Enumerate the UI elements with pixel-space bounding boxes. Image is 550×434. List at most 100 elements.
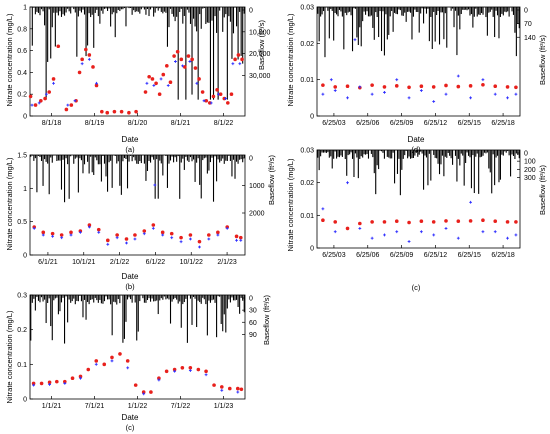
y2-tick-label: 90 xyxy=(249,332,257,339)
observed-point xyxy=(31,381,36,386)
x-tick-label: 6/25/18 xyxy=(491,252,514,259)
simulated-point xyxy=(115,236,119,240)
observed-point xyxy=(215,88,219,92)
simulated-point xyxy=(152,84,156,87)
observed-series xyxy=(32,223,243,244)
chart-d: 0 0.01 0.02 0.03 0 70 140 6/25/03 6/25/06 6/25/09… xyxy=(300,5,535,128)
baseflow-series xyxy=(317,150,520,196)
y-tick-label: 0 xyxy=(23,397,27,404)
observed-point xyxy=(456,219,461,224)
simulated-point xyxy=(79,376,82,380)
observed-point xyxy=(188,233,193,237)
observed-point xyxy=(39,98,43,103)
simulated-point xyxy=(224,97,227,100)
observed-point xyxy=(150,77,155,81)
y2-tick-label: 20,000 xyxy=(249,51,271,58)
x-tick-label: 8/1/19 xyxy=(85,120,105,127)
y2-tick-label: 300 xyxy=(524,175,536,182)
observed-point xyxy=(190,57,194,62)
observed-point xyxy=(180,366,185,370)
observed-point xyxy=(63,379,67,384)
observed-point xyxy=(419,84,424,89)
panel-c: Nitrate concentration (mg/L) Baseflow (f… xyxy=(5,294,271,432)
y2-tick-label: 0 xyxy=(249,296,253,303)
y2-tick-label: 2000 xyxy=(249,211,265,218)
simulated-point xyxy=(44,92,48,96)
simulated-point xyxy=(493,92,497,96)
observed-point xyxy=(229,92,234,96)
simulated-point xyxy=(493,230,497,234)
simulated-point xyxy=(216,233,220,237)
observed-point xyxy=(43,96,47,101)
y-tick-label: 0.02 xyxy=(300,41,314,48)
observed-point xyxy=(168,80,173,85)
y-tick-label: 0.03 xyxy=(300,148,314,155)
simulated-point xyxy=(94,362,98,366)
panel-d-xlabel: Date xyxy=(408,135,425,144)
y-tick-label: 0.5 xyxy=(17,219,27,226)
observed-point xyxy=(86,367,91,372)
simulated-point xyxy=(321,92,325,96)
x-tick-label: 6/25/06 xyxy=(356,252,379,259)
chart-b: 0 0.5 1 1.5 0 1000 2000 6/1/21 10/1/21 2/1/22 6/1/… xyxy=(17,153,264,267)
simulated-point xyxy=(395,230,399,234)
observed-point xyxy=(204,98,209,103)
y-tick-label: 1 xyxy=(23,186,27,193)
simulated-point xyxy=(52,81,55,85)
observed-point xyxy=(134,109,138,114)
observed-point xyxy=(481,218,485,223)
panel-c-xlabel: Date xyxy=(122,413,139,422)
x-tick-label: 1/1/22 xyxy=(128,403,148,410)
x-tick-label: 1/1/21 xyxy=(42,403,62,410)
simulated-point xyxy=(506,236,509,240)
simulated-point xyxy=(30,103,34,107)
x-tick-label: 6/25/09 xyxy=(390,120,413,127)
simulated-point xyxy=(236,390,240,394)
simulated-point xyxy=(161,233,165,237)
observed-point xyxy=(514,220,518,224)
observed-point xyxy=(493,84,498,89)
observed-point xyxy=(94,83,99,88)
y2-tick-label: 30 xyxy=(249,308,257,315)
observed-point xyxy=(94,359,99,363)
observed-point xyxy=(157,92,162,96)
x-tick-label: 7/1/21 xyxy=(85,403,105,410)
x-tick-label: 6/25/12 xyxy=(424,252,447,259)
x-tick-label: 6/1/21 xyxy=(38,259,58,266)
observed-point xyxy=(394,219,399,224)
observed-point xyxy=(87,223,92,227)
x-tick-label: 8/1/18 xyxy=(42,120,62,127)
simulated-point xyxy=(37,101,41,105)
observed-point xyxy=(197,239,202,244)
simulated-point xyxy=(407,240,411,243)
observed-point xyxy=(41,230,46,235)
simulated-point xyxy=(395,78,399,82)
observed-point xyxy=(91,65,95,69)
chart-a: 0 0.2 0.4 0.6 0.8 1 0 10,000 20,000 30,000 8/1/18 8… xyxy=(17,5,270,128)
observed-point xyxy=(233,57,237,62)
observed-point xyxy=(358,221,362,226)
simulated-point xyxy=(333,230,337,234)
observed-point xyxy=(96,227,101,232)
y-tick-label: 0 xyxy=(23,114,27,121)
panel-d-ylabel: Nitrate concentration (mg/L) xyxy=(286,13,295,106)
panel-b-caption: (b) xyxy=(125,282,135,291)
observed-point xyxy=(125,359,130,363)
simulated-point xyxy=(407,96,411,100)
observed-point xyxy=(55,379,59,384)
simulated-point xyxy=(469,96,472,100)
panel-a-caption: (a) xyxy=(125,145,135,154)
x-tick-label: 2/1/22 xyxy=(110,259,130,266)
simulated-point xyxy=(370,92,374,96)
observed-series xyxy=(31,352,244,394)
y2-tick-label: 70 xyxy=(524,21,532,28)
simulated-point xyxy=(126,366,130,370)
observed-point xyxy=(514,85,518,90)
observed-point xyxy=(105,238,110,243)
simulated-point xyxy=(225,226,229,230)
panel-c-caption: (c) xyxy=(126,423,135,432)
observed-point xyxy=(112,109,117,114)
simulated-point xyxy=(358,85,362,89)
simulated-point xyxy=(235,238,238,242)
simulated-series xyxy=(32,359,240,396)
